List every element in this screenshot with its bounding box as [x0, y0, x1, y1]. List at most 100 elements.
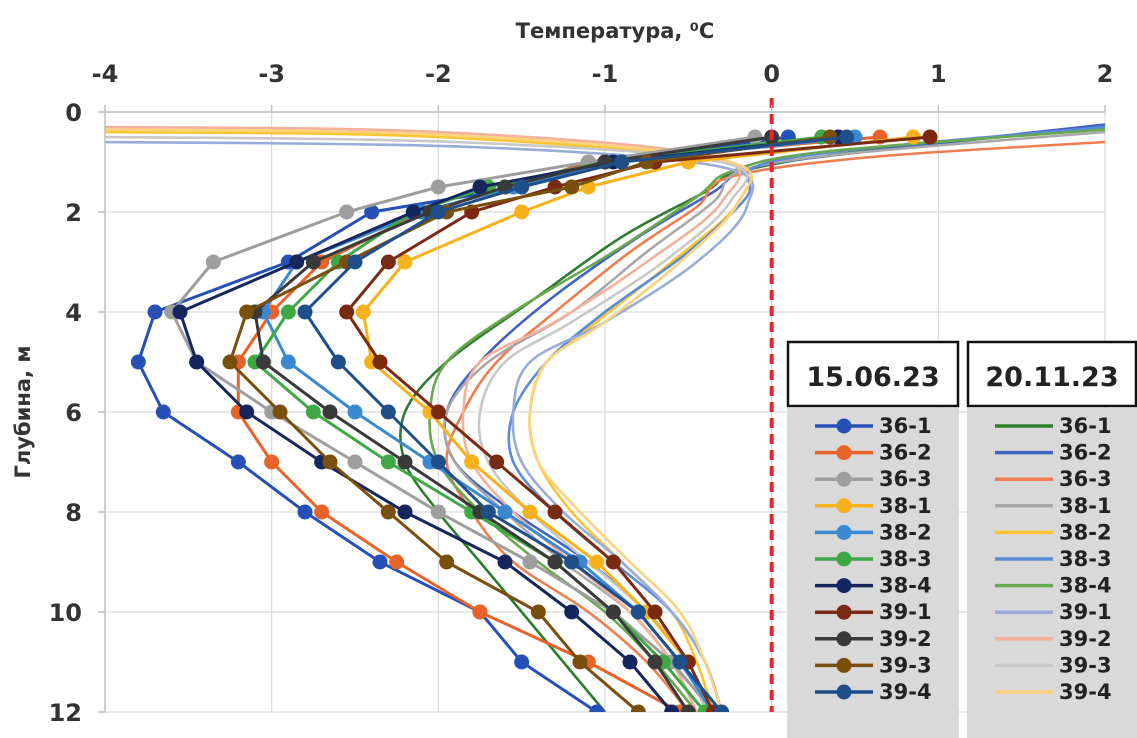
data-point: [347, 454, 363, 470]
x-axis-title: Температура, ⁰С: [516, 19, 715, 43]
data-point: [714, 704, 730, 712]
data-point: [530, 604, 546, 620]
series-line-nov-39-3: [105, 135, 749, 712]
data-point: [664, 704, 680, 712]
legend-label: 39-1: [1059, 600, 1112, 624]
series-line-jun-39-1: [345, 135, 931, 712]
legend: 15.06.2336-136-236-338-138-238-338-439-1…: [786, 340, 1137, 738]
data-point: [205, 254, 221, 270]
data-point: [305, 404, 321, 420]
legend-label: 36-2: [879, 441, 932, 465]
legend-label: 36-3: [1059, 467, 1112, 491]
data-point: [639, 154, 655, 170]
legend-label: 38-2: [879, 520, 932, 544]
legend-marker: [836, 524, 852, 540]
y-tick-label: 8: [65, 499, 82, 527]
data-point: [339, 204, 355, 220]
data-point: [522, 504, 538, 520]
series-line-jun-39-3: [228, 135, 831, 712]
series-layer: [105, 123, 1105, 712]
data-point: [280, 304, 296, 320]
data-point: [522, 554, 538, 570]
legend-label: 39-3: [879, 653, 932, 677]
legend-marker: [836, 578, 852, 594]
data-point: [430, 179, 446, 195]
data-point: [280, 354, 296, 370]
data-point: [672, 654, 688, 670]
data-point: [147, 304, 163, 320]
data-point: [547, 504, 563, 520]
legend-label: 38-4: [879, 574, 932, 598]
legend-marker: [836, 498, 852, 514]
data-point: [630, 604, 646, 620]
y-tick-label: 4: [65, 299, 82, 327]
data-point: [239, 304, 255, 320]
legend-marker: [836, 471, 852, 487]
data-point: [239, 404, 255, 420]
series-line-nov-39-1: [105, 140, 755, 712]
series-line-jun-38-4: [178, 135, 839, 712]
y-tick-label: 6: [65, 399, 82, 427]
data-point: [372, 354, 388, 370]
data-point: [380, 454, 396, 470]
data-point: [430, 204, 446, 220]
data-point: [605, 554, 621, 570]
legend-background: [967, 408, 1137, 738]
x-tick-label: -2: [425, 60, 452, 88]
data-point: [905, 129, 921, 145]
x-tick-label: -3: [258, 60, 285, 88]
data-point: [314, 504, 330, 520]
legend-label: 38-2: [1059, 520, 1112, 544]
data-point: [605, 604, 621, 620]
series-line-jun-39-4: [303, 135, 847, 712]
y-axis-title: Глубина, м: [11, 346, 35, 479]
legend-label: 39-4: [879, 680, 932, 704]
data-point: [230, 454, 246, 470]
legend-background: [787, 408, 959, 738]
legend-title-box: [786, 340, 960, 408]
data-point: [255, 354, 271, 370]
data-point: [647, 654, 663, 670]
data-point: [339, 304, 355, 320]
data-point: [572, 654, 588, 670]
data-point: [514, 654, 530, 670]
legend-label: 38-3: [1059, 547, 1112, 571]
legend-marker: [836, 684, 852, 700]
data-point: [322, 404, 338, 420]
data-point: [430, 504, 446, 520]
data-point: [464, 454, 480, 470]
data-point: [489, 454, 505, 470]
data-point: [364, 204, 380, 220]
legend-title: 20.11.23: [985, 362, 1118, 393]
legend-marker: [836, 418, 852, 434]
y-tick-label: 2: [65, 199, 82, 227]
data-point: [397, 504, 413, 520]
data-point: [564, 604, 580, 620]
series-line-nov-39-4: [105, 128, 753, 712]
series-line-jun-39-2: [253, 135, 772, 712]
legend-label: 36-2: [1059, 441, 1112, 465]
legend-title: 15.06.23: [806, 362, 939, 393]
legend-label: 39-3: [1059, 653, 1112, 677]
x-tick-label: -4: [92, 60, 119, 88]
y-tick-label: 0: [65, 99, 82, 127]
data-point: [472, 604, 488, 620]
legend-marker: [836, 604, 852, 620]
data-point: [347, 254, 363, 270]
data-point: [497, 554, 513, 570]
data-point: [322, 454, 338, 470]
legend-marker: [836, 631, 852, 647]
data-point: [305, 254, 321, 270]
y-tick-label: 10: [49, 599, 82, 627]
data-point: [622, 654, 638, 670]
legend-label: 39-2: [879, 627, 932, 651]
data-point: [497, 504, 513, 520]
data-point: [397, 454, 413, 470]
legend-marker: [836, 551, 852, 567]
legend-marker: [836, 657, 852, 673]
data-point: [372, 554, 388, 570]
data-point: [589, 704, 605, 712]
data-point: [922, 129, 938, 145]
